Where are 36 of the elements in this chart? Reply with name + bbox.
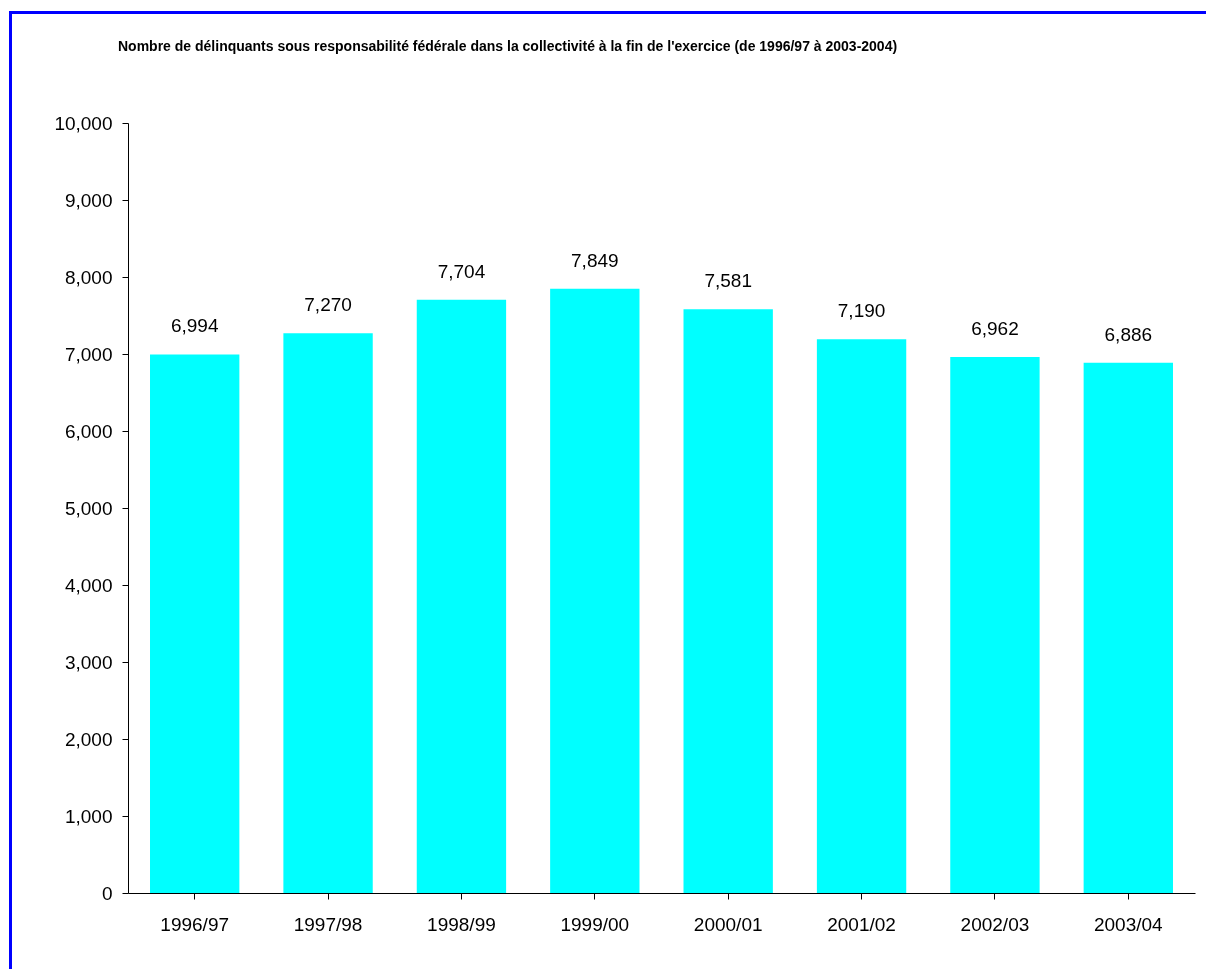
bar: [283, 333, 373, 893]
x-tick-label: 2002/03: [960, 913, 1030, 935]
y-tick-label: 10,000: [54, 112, 113, 134]
x-tick-label: 1996/97: [160, 913, 230, 935]
y-tick-label: 6,000: [64, 420, 113, 442]
x-tick-label: 1999/00: [560, 913, 630, 935]
y-tick-label: 7,000: [64, 343, 113, 365]
y-tick-label: 2,000: [64, 728, 113, 750]
x-tick-label: 1997/98: [293, 913, 363, 935]
y-tick-label: 1,000: [64, 805, 113, 827]
chart-title: Nombre de délinquants sous responsabilité fédérale dans la collectivité à la fin de l'exercice (de 1996/97 à 2003-2004): [118, 38, 898, 54]
y-tick-label: 0: [101, 882, 113, 904]
y-tick-label: 5,000: [64, 497, 113, 519]
data-label: 6,962: [971, 317, 1019, 339]
data-label: 6,886: [1104, 323, 1153, 345]
x-tick-label: 2000/01: [693, 913, 763, 935]
data-label: 7,849: [571, 249, 619, 271]
data-label: 6,994: [170, 315, 219, 337]
bar: [416, 299, 507, 893]
data-label: 7,581: [704, 270, 752, 292]
bar: [816, 339, 907, 893]
x-tick-label: 2003/04: [1093, 913, 1164, 935]
bar: [150, 354, 240, 893]
y-tick-label: 8,000: [64, 266, 113, 288]
x-tick-label: 1998/99: [427, 913, 496, 935]
data-label: 7,270: [304, 294, 352, 316]
x-tick-label: 2001/02: [827, 913, 896, 935]
bar: [683, 309, 773, 893]
y-tick-label: 3,000: [64, 651, 113, 673]
y-tick-label: 9,000: [64, 189, 113, 211]
bar: [550, 288, 640, 893]
bar: [1083, 362, 1173, 893]
data-label: 7,704: [437, 260, 486, 282]
bar: [950, 356, 1040, 893]
data-label: 7,190: [837, 300, 886, 322]
y-tick-label: 4,000: [64, 574, 113, 596]
